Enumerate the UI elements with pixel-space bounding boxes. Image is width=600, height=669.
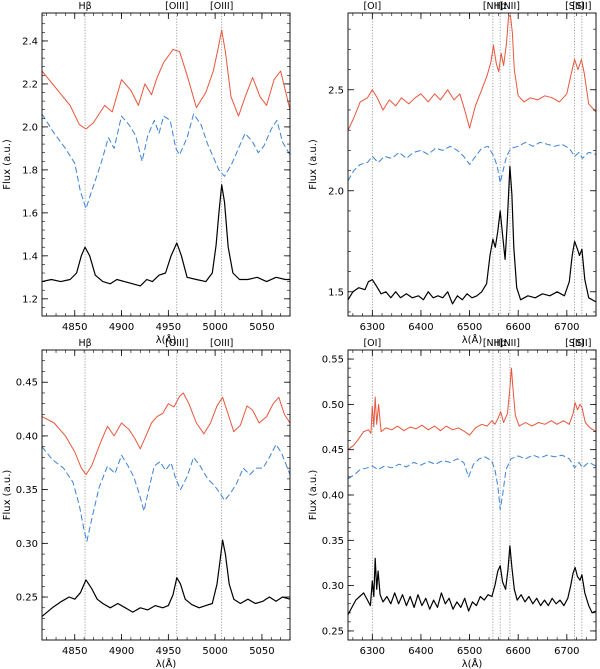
spectrum-series-1: [41, 392, 291, 476]
spectrum-series-2: [347, 141, 597, 184]
x-tick-label: 6600: [505, 322, 530, 333]
y-tick-label: 0.50: [322, 400, 344, 411]
emission-line-label: [OI]: [363, 1, 381, 12]
plot-frame: [347, 349, 597, 641]
y-tick-label: 0.30: [322, 581, 344, 592]
y-tick-label: 2.5: [328, 85, 344, 96]
x-tick-label: 4850: [62, 646, 87, 657]
y-tick-label: 0.35: [16, 485, 38, 496]
y-axis-title: Flux (a.u.): [308, 470, 319, 521]
y-tick-label: 2.4: [22, 36, 38, 47]
x-tick-label: 4900: [109, 322, 134, 333]
x-tick-label: 6500: [457, 322, 482, 333]
spectrum-series-2: [347, 454, 597, 510]
x-tick-label: 6300: [360, 322, 385, 333]
x-tick-label: 5050: [249, 646, 274, 657]
panel-4: [OI] [NII]Hα[NII] [SII][SII] 6300 6400 6500 66…: [308, 338, 597, 669]
spectrum-series-3: [41, 539, 291, 617]
x-tick-label: 6400: [408, 322, 433, 333]
emission-line-label: Hα: [494, 338, 507, 349]
emission-line-label: [SII]: [565, 338, 584, 349]
emission-line-label: [SII]: [572, 1, 591, 12]
emission-line-label: [OIII]: [210, 1, 233, 12]
y-tick-label: 1.4: [22, 251, 38, 262]
emission-line-label: [NII]: [500, 338, 520, 349]
y-tick-label: 0.25: [16, 593, 38, 604]
y-axis-title: Flux (a.u.): [308, 139, 319, 190]
panel-3: Hβ [OIII] [OIII] 4850 4900 4950 5000 5050 0.25 0.…: [2, 338, 291, 669]
x-tick-label: 6600: [505, 646, 530, 657]
x-tick-label: 4850: [62, 322, 87, 333]
plot-frame: [347, 12, 597, 317]
emission-line-label: [NII]: [483, 338, 503, 349]
spectrum-series-2: [41, 113, 291, 210]
emission-line-label: [OIII]: [165, 338, 188, 349]
y-tick-label: 0.45: [322, 445, 344, 456]
y-tick-label: 2.0: [328, 186, 344, 197]
x-axis-title: λ(Å): [462, 657, 483, 669]
emission-line-label: [NII]: [500, 1, 520, 12]
x-tick-label: 4900: [109, 646, 134, 657]
x-tick-label: 4950: [156, 322, 181, 333]
x-axis-title: λ(Å): [156, 657, 177, 669]
x-tick-label: 6700: [554, 322, 579, 333]
x-axis-title: λ(Å): [156, 333, 177, 346]
emission-line-label: Hβ: [78, 338, 91, 349]
y-tick-label: 0.30: [16, 539, 38, 550]
x-tick-label: 5000: [202, 322, 227, 333]
y-tick-label: 1.5: [328, 287, 344, 298]
y-tick-label: 0.45: [16, 378, 38, 389]
emission-line-label: Hα: [494, 1, 507, 12]
spectrum-series-1: [347, 367, 597, 451]
x-tick-label: 6300: [360, 646, 385, 657]
spectrum-series-3: [347, 165, 597, 305]
spectrum-series-3: [347, 545, 597, 615]
x-tick-label: 4950: [156, 646, 181, 657]
y-tick-label: 0.40: [16, 431, 38, 442]
emission-line-label: [SII]: [565, 1, 584, 12]
y-axis-title: Flux (a.u.): [2, 470, 13, 521]
emission-line-label: [OIII]: [210, 338, 233, 349]
y-tick-label: 2.0: [22, 122, 38, 133]
x-tick-label: 5000: [202, 646, 227, 657]
x-tick-label: 6400: [408, 646, 433, 657]
spectrum-series-3: [41, 184, 290, 287]
panel-1: Hβ [OIII] [OIII] 4850 4900 4950 5000 5050 1.2 1.4…: [2, 1, 291, 346]
spectrum-series-1: [347, 14, 597, 131]
y-tick-label: 2.2: [22, 79, 38, 90]
emission-line-label: [OIII]: [165, 1, 188, 12]
y-tick-label: 0.40: [322, 491, 344, 502]
spectrum-series-2: [41, 444, 291, 542]
x-tick-label: 6500: [457, 646, 482, 657]
y-tick-label: 0.55: [322, 355, 344, 366]
emission-line-label: [NII]: [483, 1, 503, 12]
y-tick-label: 0.25: [322, 626, 344, 637]
y-tick-label: 1.2: [22, 294, 38, 305]
y-tick-label: 0.35: [322, 536, 344, 547]
emission-line-label: [OI]: [363, 338, 381, 349]
plot-frame: [41, 349, 291, 641]
y-tick-label: 1.6: [22, 208, 38, 219]
x-axis-title: λ(Å): [462, 333, 483, 346]
plot-frame: [41, 12, 291, 317]
x-tick-label: 6700: [554, 646, 579, 657]
panel-2: [OI] [NII]Hα[NII] [SII][SII]6300 6400 6500 66…: [308, 1, 597, 346]
emission-line-label: [SII]: [572, 338, 591, 349]
y-axis-title: Flux (a.u.): [2, 139, 13, 190]
emission-line-label: Hβ: [78, 1, 91, 12]
y-tick-label: 1.8: [22, 165, 38, 176]
spectrum-series-1: [41, 29, 291, 130]
x-tick-label: 5050: [249, 322, 274, 333]
